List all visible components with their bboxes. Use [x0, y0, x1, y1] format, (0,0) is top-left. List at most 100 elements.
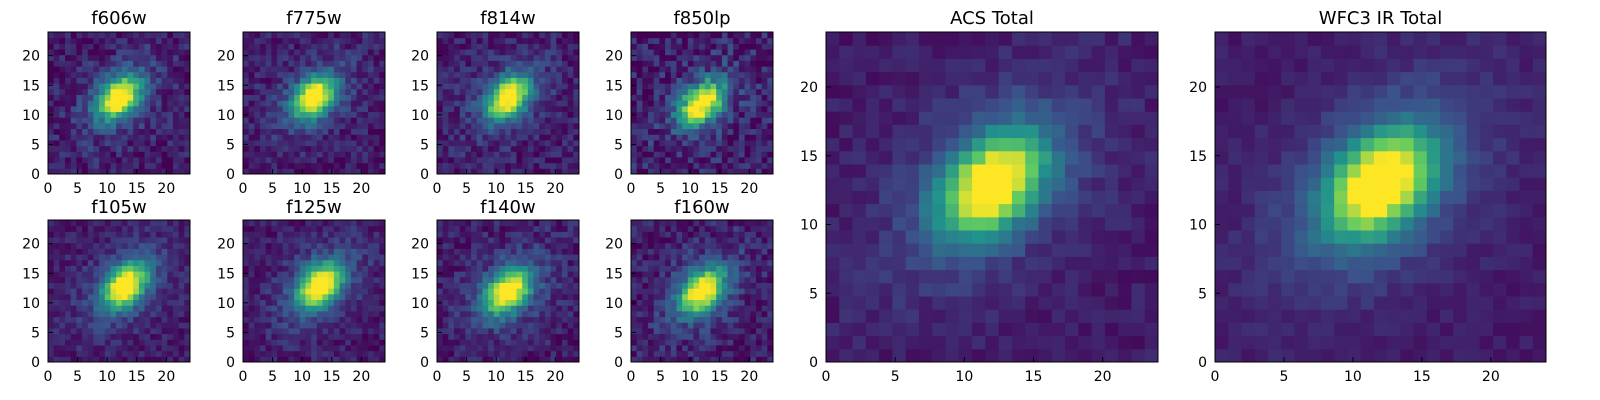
heatmap-cell: [505, 71, 512, 78]
heatmap-cell: [150, 293, 157, 301]
heatmap-cell: [138, 333, 146, 340]
heatmap-cell: [710, 139, 717, 147]
heatmap-cell: [539, 282, 546, 289]
heatmap-cell: [155, 265, 163, 272]
heatmap-cell: [350, 94, 358, 101]
heatmap-cell: [699, 310, 706, 318]
heatmap-cell: [305, 71, 312, 78]
heatmap-cell: [710, 310, 717, 318]
heatmap-cell: [339, 94, 346, 101]
heatmap-cell: [437, 43, 444, 50]
heatmap-cell: [493, 339, 500, 346]
heatmap-cell: [493, 231, 500, 238]
heatmap-cell: [316, 43, 324, 50]
heatmap-cell: [271, 162, 278, 169]
heatmap-cell: [437, 156, 444, 164]
heatmap-cell: [265, 66, 272, 73]
heatmap-cell: [271, 288, 278, 295]
heatmap-cell: [448, 162, 455, 169]
heatmap-cell: [282, 242, 289, 249]
heatmap-cell: [59, 117, 66, 124]
heatmap-cell: [316, 32, 324, 39]
heatmap-cell: [544, 77, 552, 84]
heatmap-cell: [138, 37, 146, 44]
heatmap-cell: [172, 231, 180, 238]
heatmap-cell: [271, 271, 278, 278]
heatmap-cell: [682, 271, 689, 278]
heatmap-cell: [121, 71, 129, 78]
heatmap-cell: [767, 356, 774, 363]
heatmap-cell: [65, 344, 72, 352]
heatmap-cell: [676, 162, 683, 169]
heatmap-cell: [138, 156, 146, 164]
heatmap-cell: [99, 333, 106, 340]
heatmap-cell: [544, 54, 552, 61]
heatmap-cell: [167, 350, 174, 357]
heatmap-cell: [682, 299, 689, 306]
heatmap-cell: [110, 288, 117, 295]
heatmap-cell: [482, 242, 489, 249]
heatmap-cell: [350, 282, 358, 289]
heatmap-cell: [104, 83, 111, 90]
heatmap-cell: [155, 77, 163, 84]
heatmap-cell: [333, 316, 341, 323]
heatmap-cell: [642, 156, 649, 164]
heatmap-cell: [659, 88, 666, 95]
heatmap-cell: [362, 151, 369, 158]
heatmap-cell: [59, 316, 66, 323]
heatmap-cell: [127, 254, 134, 261]
heatmap-cell: [631, 265, 638, 272]
heatmap-cell: [277, 83, 284, 90]
heatmap-cell: [116, 225, 123, 232]
heatmap-cell: [104, 339, 111, 346]
heatmap-cell: [161, 293, 168, 301]
heatmap-cell: [70, 282, 77, 289]
heatmap-cell: [544, 162, 552, 169]
heatmap-cell: [328, 32, 335, 39]
heatmap-cell: [345, 77, 352, 84]
heatmap-cell: [454, 111, 461, 118]
heatmap-cell: [448, 122, 455, 130]
heatmap-cell: [248, 162, 255, 169]
heatmap-cell: [316, 37, 324, 44]
heatmap-cell: [367, 54, 375, 61]
heatmap-cell: [277, 339, 284, 346]
heatmap-cell: [345, 83, 352, 90]
heatmap-cell: [693, 94, 700, 101]
heatmap-cell: [99, 288, 106, 295]
heatmap-cell: [254, 305, 261, 312]
heatmap-cell: [53, 49, 60, 56]
heatmap-cell: [155, 32, 163, 39]
heatmap-cell: [522, 162, 529, 169]
heatmap-cell: [567, 339, 574, 346]
heatmap-cell: [465, 350, 472, 357]
heatmap-cell: [70, 83, 77, 90]
heatmap-cell: [750, 100, 757, 107]
heatmap-cell: [465, 32, 472, 39]
heatmap-cell: [710, 100, 717, 107]
heatmap-cell: [104, 288, 111, 295]
heatmap-cell: [670, 111, 677, 118]
heatmap-cell: [510, 322, 518, 329]
heatmap-cell: [665, 344, 672, 352]
heatmap-cell: [110, 271, 117, 278]
heatmap-cell: [716, 333, 723, 340]
heatmap-cell: [311, 122, 318, 130]
heatmap-cell: [448, 66, 455, 73]
heatmap-cell: [676, 305, 683, 312]
heatmap-cell: [82, 305, 89, 312]
heatmap-cell: [271, 37, 278, 44]
heatmap-cell: [127, 139, 134, 147]
heatmap-cell: [116, 122, 123, 130]
heatmap-cell: [693, 299, 700, 306]
heatmap-cell: [116, 350, 123, 357]
heatmap-cell: [704, 333, 712, 340]
heatmap-cell: [138, 242, 146, 249]
heatmap-cell: [642, 134, 649, 141]
heatmap-cell: [87, 305, 94, 312]
heatmap-cell: [104, 49, 111, 56]
heatmap-cell: [567, 43, 574, 50]
heatmap-cell: [493, 299, 500, 306]
heatmap-cell: [93, 32, 100, 39]
heatmap-cell: [516, 32, 523, 39]
